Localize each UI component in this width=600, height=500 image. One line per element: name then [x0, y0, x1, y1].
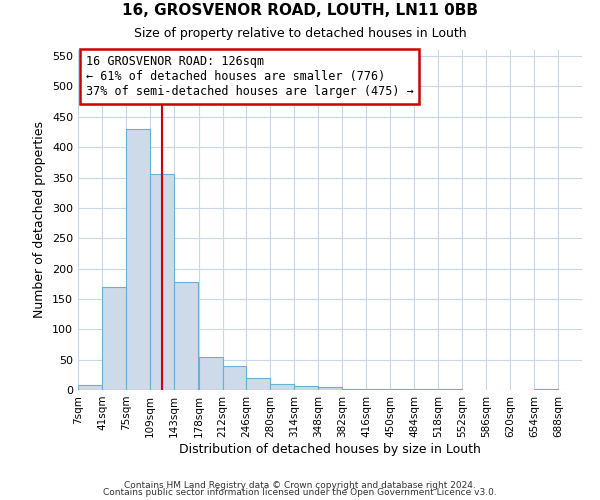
Bar	[102, 287, 126, 390]
Text: 16, GROSVENOR ROAD, LOUTH, LN11 0BB: 16, GROSVENOR ROAD, LOUTH, LN11 0BB	[122, 3, 478, 18]
Bar	[78, 385, 102, 390]
Text: Contains HM Land Registry data © Crown copyright and database right 2024.: Contains HM Land Registry data © Crown c…	[124, 480, 476, 490]
Bar	[199, 356, 223, 390]
Bar	[126, 129, 150, 390]
X-axis label: Distribution of detached houses by size in Louth: Distribution of detached houses by size …	[179, 442, 481, 456]
Bar	[271, 384, 295, 390]
Bar	[319, 387, 343, 390]
Text: Size of property relative to detached houses in Louth: Size of property relative to detached ho…	[134, 28, 466, 40]
Text: 16 GROSVENOR ROAD: 126sqm
← 61% of detached houses are smaller (776)
37% of semi: 16 GROSVENOR ROAD: 126sqm ← 61% of detac…	[86, 55, 413, 98]
Bar	[247, 378, 271, 390]
Y-axis label: Number of detached properties: Number of detached properties	[34, 122, 46, 318]
Bar	[150, 174, 174, 390]
Bar	[223, 366, 247, 390]
Text: Contains public sector information licensed under the Open Government Licence v3: Contains public sector information licen…	[103, 488, 497, 497]
Bar	[295, 386, 319, 390]
Bar	[174, 282, 198, 390]
